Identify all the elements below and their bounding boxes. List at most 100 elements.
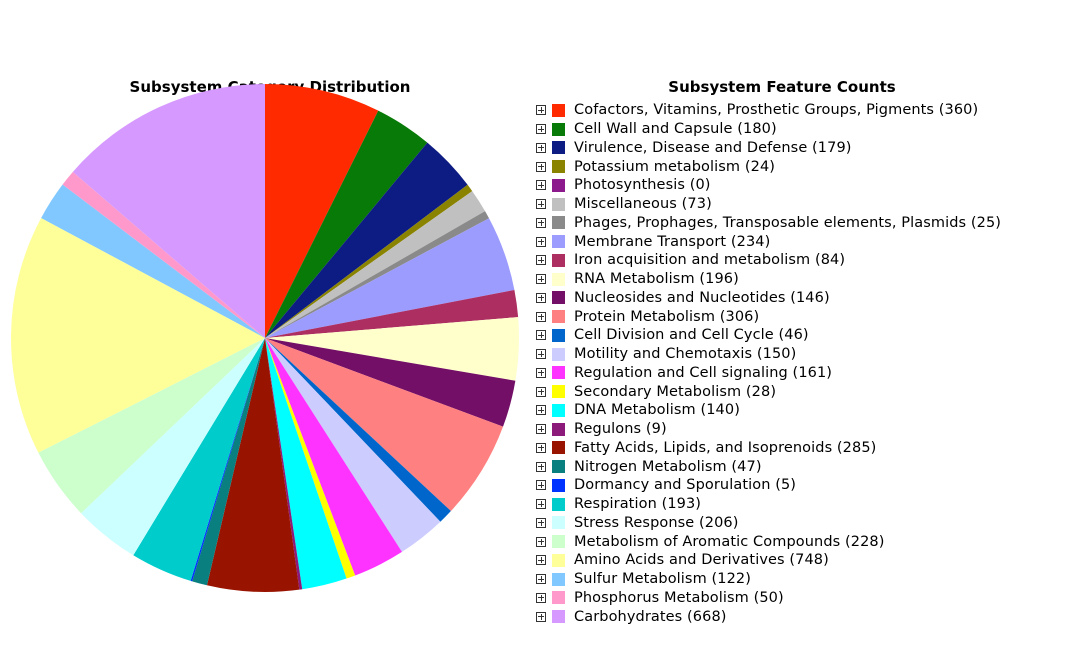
legend-title: Subsystem Feature Counts <box>668 78 896 96</box>
legend-label: Carbohydrates (668) <box>574 608 727 625</box>
legend-item: Cell Wall and Capsule (180) <box>536 120 1001 139</box>
legend-swatch <box>552 160 565 174</box>
legend-label: Amino Acids and Derivatives (748) <box>574 552 829 569</box>
legend-item: Membrane Transport (234) <box>536 232 1001 251</box>
legend-swatch <box>552 553 565 567</box>
expand-plus-icon[interactable] <box>536 199 546 210</box>
pie-slice-cell-division-and-cell-cycle <box>265 338 451 522</box>
pie-slice-regulation-and-cell-signaling <box>265 338 402 576</box>
legend-label: Stress Response (206) <box>574 514 739 531</box>
pie-slice-potassium-metabolism <box>265 184 473 338</box>
pie-slice-motility-and-chemotaxis <box>265 338 441 552</box>
legend-item: Carbohydrates (668) <box>536 607 1001 626</box>
pie-slice-virulence-disease-and-defense <box>265 142 468 338</box>
feature-counts-legend: Cofactors, Vitamins, Prosthetic Groups, … <box>536 101 1001 626</box>
legend-item: Photosynthesis (0) <box>536 176 1001 195</box>
expand-plus-icon[interactable] <box>536 611 546 622</box>
legend-swatch <box>552 310 565 324</box>
expand-plus-icon[interactable] <box>536 292 546 303</box>
legend-label: Cofactors, Vitamins, Prosthetic Groups, … <box>574 102 979 119</box>
legend-label: Fatty Acids, Lipids, and Isoprenoids (28… <box>574 439 877 456</box>
legend-label: Miscellaneous (73) <box>574 196 712 213</box>
legend-item: RNA Metabolism (196) <box>536 270 1001 289</box>
legend-swatch <box>552 516 565 530</box>
legend-item: Fatty Acids, Lipids, and Isoprenoids (28… <box>536 439 1001 458</box>
expand-plus-icon[interactable] <box>536 461 546 472</box>
expand-plus-icon[interactable] <box>536 517 546 528</box>
expand-plus-icon[interactable] <box>536 124 546 135</box>
legend-swatch <box>552 347 565 361</box>
pie-slice-miscellaneous <box>265 191 486 338</box>
legend-item: Sulfur Metabolism (122) <box>536 570 1001 589</box>
legend-swatch <box>552 610 565 624</box>
legend-swatch <box>552 235 565 249</box>
legend-label: DNA Metabolism (140) <box>574 402 740 419</box>
expand-plus-icon[interactable] <box>536 442 546 453</box>
legend-swatch <box>552 572 565 586</box>
expand-plus-icon[interactable] <box>536 536 546 547</box>
pie-slice-fatty-acids-lipids-and-isoprenoids <box>206 338 300 592</box>
legend-swatch <box>552 403 565 417</box>
legend-item: Phages, Prophages, Transposable elements… <box>536 214 1001 233</box>
legend-item: Protein Metabolism (306) <box>536 307 1001 326</box>
expand-plus-icon[interactable] <box>536 367 546 378</box>
pie-slice-iron-acquisition-and-metabolism <box>265 289 519 338</box>
legend-swatch <box>552 103 565 117</box>
legend-label: Protein Metabolism (306) <box>574 308 760 325</box>
expand-plus-icon[interactable] <box>536 405 546 416</box>
legend-swatch <box>552 385 565 399</box>
legend-swatch <box>552 141 565 155</box>
expand-plus-icon[interactable] <box>536 236 546 247</box>
legend-swatch <box>552 178 565 192</box>
legend-label: Dormancy and Sporulation (5) <box>574 477 797 494</box>
expand-plus-icon[interactable] <box>536 274 546 285</box>
expand-plus-icon[interactable] <box>536 499 546 510</box>
legend-swatch <box>552 460 565 474</box>
legend-label: Cell Division and Cell Cycle (46) <box>574 327 809 344</box>
expand-plus-icon[interactable] <box>536 105 546 116</box>
legend-item: Regulation and Cell signaling (161) <box>536 364 1001 383</box>
legend-label: Secondary Metabolism (28) <box>574 383 777 400</box>
legend-item: Respiration (193) <box>536 495 1001 514</box>
legend-swatch <box>552 478 565 492</box>
legend-item: Motility and Chemotaxis (150) <box>536 345 1001 364</box>
legend-item: Stress Response (206) <box>536 514 1001 533</box>
expand-plus-icon[interactable] <box>536 142 546 153</box>
expand-plus-icon[interactable] <box>536 255 546 266</box>
expand-plus-icon[interactable] <box>536 480 546 491</box>
expand-plus-icon[interactable] <box>536 330 546 341</box>
pie-slice-dna-metabolism <box>265 338 347 590</box>
expand-plus-icon[interactable] <box>536 217 546 228</box>
pie-slice-cell-wall-and-capsule <box>265 110 428 338</box>
pie-slice-sulfur-metabolism <box>41 184 265 338</box>
legend-swatch <box>552 497 565 511</box>
legend-swatch <box>552 591 565 605</box>
legend-item: Secondary Metabolism (28) <box>536 382 1001 401</box>
legend-swatch <box>552 535 565 549</box>
legend-swatch <box>552 328 565 342</box>
legend-label: Respiration (193) <box>574 496 702 513</box>
legend-item: DNA Metabolism (140) <box>536 401 1001 420</box>
expand-plus-icon[interactable] <box>536 386 546 397</box>
expand-plus-icon[interactable] <box>536 180 546 191</box>
pie-slice-membrane-transport <box>265 218 515 338</box>
expand-plus-icon[interactable] <box>536 161 546 172</box>
legend-label: Phages, Prophages, Transposable elements… <box>574 214 1002 231</box>
legend-item: Iron acquisition and metabolism (84) <box>536 251 1001 270</box>
expand-plus-icon[interactable] <box>536 349 546 360</box>
expand-plus-icon[interactable] <box>536 592 546 603</box>
pie-slice-nitrogen-metabolism <box>192 338 265 586</box>
legend-label: Regulation and Cell signaling (161) <box>574 364 833 381</box>
legend-swatch <box>552 253 565 267</box>
legend-label: Iron acquisition and metabolism (84) <box>574 252 846 269</box>
legend-swatch <box>552 197 565 211</box>
expand-plus-icon[interactable] <box>536 311 546 322</box>
expand-plus-icon[interactable] <box>536 424 546 435</box>
expand-plus-icon[interactable] <box>536 574 546 585</box>
pie-slice-cofactors-vitamins-prosthetic-groups-pigments <box>265 84 379 338</box>
legend-label: Regulons (9) <box>574 421 667 438</box>
pie-slice-respiration <box>133 338 265 581</box>
expand-plus-icon[interactable] <box>536 555 546 566</box>
pie-slice-nucleosides-and-nucleotides <box>265 338 516 427</box>
pie-slice-secondary-metabolism <box>265 338 356 579</box>
